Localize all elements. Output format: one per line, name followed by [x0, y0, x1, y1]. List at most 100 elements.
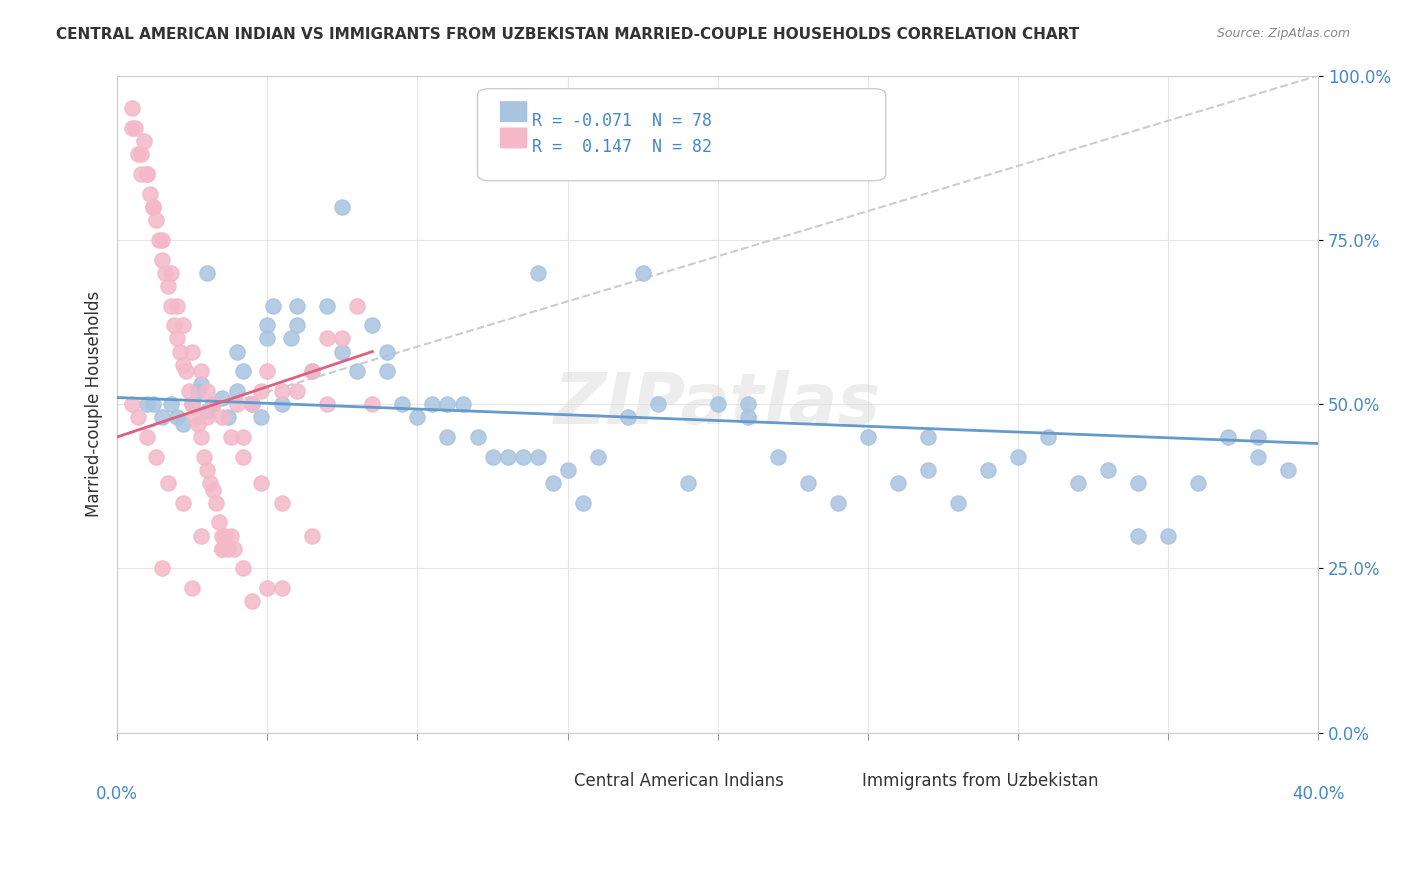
Point: [190, 377, 212, 392]
Point: [250, 475, 273, 490]
Text: CENTRAL AMERICAN INDIAN VS IMMIGRANTS FROM UZBEKISTAN MARRIED-COUPLE HOUSEHOLDS : CENTRAL AMERICAN INDIAN VS IMMIGRANTS FR…: [56, 27, 1080, 42]
Point: [422, 397, 444, 411]
Point: [737, 410, 759, 425]
Point: [586, 450, 609, 464]
Point: [526, 266, 548, 280]
Point: [856, 430, 879, 444]
Point: [1097, 463, 1119, 477]
Point: [226, 344, 249, 359]
Point: [139, 186, 162, 201]
Point: [496, 450, 519, 464]
Point: [737, 397, 759, 411]
Point: [179, 384, 201, 398]
Point: [208, 516, 231, 530]
Point: [1007, 450, 1029, 464]
Point: [285, 299, 308, 313]
Point: [211, 541, 233, 556]
Point: [377, 364, 399, 378]
Point: [142, 200, 165, 214]
Point: [127, 410, 149, 425]
Point: [256, 318, 278, 333]
Point: [377, 344, 399, 359]
Point: [195, 403, 218, 417]
Point: [127, 147, 149, 161]
Point: [150, 410, 173, 425]
Point: [195, 266, 218, 280]
Point: [181, 581, 204, 595]
Text: Immigrants from Uzbekistan: Immigrants from Uzbekistan: [862, 772, 1098, 790]
Point: [150, 252, 173, 267]
Point: [166, 299, 188, 313]
Text: Source: ZipAtlas.com: Source: ZipAtlas.com: [1216, 27, 1350, 40]
Point: [148, 233, 170, 247]
Point: [169, 344, 191, 359]
Point: [571, 496, 593, 510]
Point: [526, 450, 548, 464]
FancyBboxPatch shape: [824, 755, 865, 783]
Point: [232, 561, 254, 575]
Point: [1277, 463, 1299, 477]
Point: [316, 331, 339, 345]
Point: [172, 358, 194, 372]
Point: [1157, 528, 1180, 542]
Point: [195, 463, 218, 477]
Text: R =  0.147  N = 82: R = 0.147 N = 82: [531, 138, 711, 156]
Point: [202, 483, 225, 497]
Point: [202, 397, 225, 411]
Point: [129, 167, 152, 181]
Point: [436, 430, 458, 444]
Point: [316, 397, 339, 411]
Point: [766, 450, 789, 464]
Point: [481, 450, 503, 464]
Point: [217, 541, 239, 556]
Point: [332, 200, 354, 214]
Point: [316, 299, 339, 313]
Point: [271, 397, 294, 411]
Point: [205, 496, 228, 510]
Point: [226, 397, 249, 411]
Text: 0.0%: 0.0%: [96, 785, 138, 804]
Point: [285, 318, 308, 333]
Point: [142, 397, 165, 411]
Point: [1247, 450, 1270, 464]
Point: [163, 318, 186, 333]
FancyBboxPatch shape: [499, 101, 529, 123]
Point: [124, 121, 146, 136]
Point: [262, 299, 284, 313]
Point: [301, 528, 323, 542]
Point: [232, 430, 254, 444]
Point: [827, 496, 849, 510]
Point: [166, 410, 188, 425]
Point: [181, 397, 204, 411]
Point: [190, 528, 212, 542]
Point: [541, 475, 564, 490]
Text: Central American Indians: Central American Indians: [574, 772, 783, 790]
Point: [155, 266, 177, 280]
Point: [136, 397, 159, 411]
Text: R = -0.071  N = 78: R = -0.071 N = 78: [531, 112, 711, 129]
Point: [187, 417, 209, 431]
FancyBboxPatch shape: [499, 127, 529, 149]
Point: [232, 364, 254, 378]
Point: [121, 397, 143, 411]
Point: [195, 410, 218, 425]
Point: [917, 430, 939, 444]
Point: [271, 581, 294, 595]
FancyBboxPatch shape: [478, 88, 886, 181]
Point: [391, 397, 413, 411]
Point: [946, 496, 969, 510]
Point: [145, 450, 167, 464]
Point: [256, 331, 278, 345]
Point: [166, 331, 188, 345]
Point: [406, 410, 429, 425]
Point: [361, 318, 384, 333]
Point: [172, 417, 194, 431]
Point: [332, 331, 354, 345]
Point: [221, 430, 243, 444]
Point: [1067, 475, 1090, 490]
Point: [271, 384, 294, 398]
Point: [160, 397, 183, 411]
Point: [256, 364, 278, 378]
Point: [887, 475, 910, 490]
Point: [211, 541, 233, 556]
